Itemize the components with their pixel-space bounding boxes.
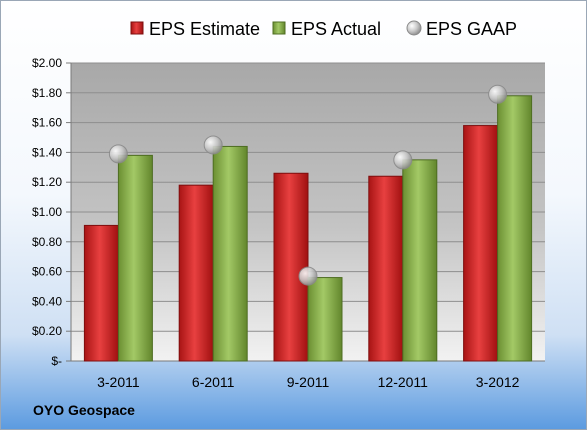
bar-eps-estimate — [83, 224, 119, 362]
y-tick-label: $1.00 — [32, 205, 62, 219]
bar-eps-estimate — [463, 125, 499, 362]
bar-eps-actual — [497, 95, 533, 362]
bar-eps-estimate — [273, 172, 309, 362]
x-tick-label: 6-2011 — [192, 374, 235, 390]
x-axis-ticks: 3-2011 6-2011 9-2011 12-2011 3-2012 — [97, 374, 519, 390]
y-tick-label: $0.80 — [32, 235, 62, 249]
marker-eps-gaap — [488, 84, 508, 104]
bar-eps-estimate — [368, 175, 404, 362]
company-label: OYO Geospace — [33, 402, 135, 418]
legend-label: EPS Estimate — [149, 19, 260, 39]
y-tick-label: $1.20 — [32, 175, 62, 189]
legend-swatch — [272, 21, 286, 35]
legend: EPS Estimate EPS Actual EPS GAAP — [130, 19, 517, 39]
x-tick-label: 3-2011 — [97, 374, 140, 390]
bar-eps-estimate — [178, 184, 214, 362]
marker-eps-gaap — [393, 150, 413, 170]
y-tick-label: $0.60 — [32, 265, 62, 279]
x-tick-label: 9-2011 — [287, 374, 330, 390]
y-tick-label: $0.40 — [32, 294, 62, 308]
y-axis-ticks: $- $0.20 $0.40 $0.60 $0.80 $1.00 $1.20 $1.40 $1.… — [32, 56, 62, 368]
bars — [83, 95, 533, 362]
y-tick-label: $2.00 — [32, 56, 62, 70]
bar-eps-actual — [117, 154, 153, 362]
x-tick-label: 12-2011 — [378, 374, 429, 390]
marker-eps-gaap — [203, 135, 223, 155]
y-tick-label: $1.60 — [32, 116, 62, 130]
bar-eps-actual — [307, 277, 343, 362]
gaap-markers — [108, 84, 508, 286]
legend-label: EPS Actual — [291, 19, 381, 39]
legend-swatch — [406, 20, 422, 36]
marker-eps-gaap — [298, 266, 318, 286]
bar-eps-actual — [402, 159, 438, 362]
y-tick-label: $1.80 — [32, 86, 62, 100]
legend-swatch — [130, 21, 144, 35]
y-tick-label: $- — [51, 354, 62, 368]
marker-eps-gaap — [108, 144, 128, 164]
bar-eps-actual — [212, 145, 248, 362]
x-tick-label: 3-2012 — [476, 374, 520, 390]
legend-label: EPS GAAP — [426, 19, 517, 39]
y-tick-label: $0.20 — [32, 324, 62, 338]
y-tick-label: $1.40 — [32, 145, 62, 159]
